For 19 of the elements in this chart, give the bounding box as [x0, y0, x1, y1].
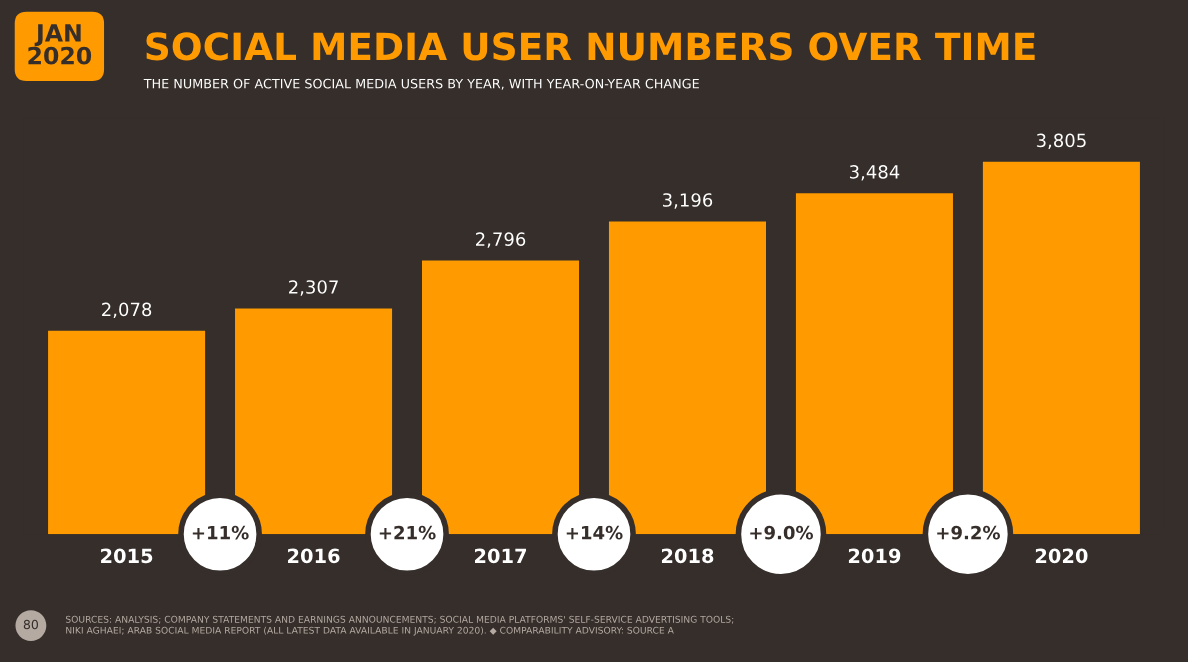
chart-title: SOCIAL MEDIA USER NUMBERS OVER TIME: [146, 32, 1035, 61]
annotation: +9.2%: [937, 525, 1000, 540]
data-label: 2,307: [289, 280, 338, 296]
x-tick-label: 2020: [1035, 548, 1088, 564]
data-label: 2,078: [102, 302, 152, 319]
x-tick-label: 2018: [661, 548, 714, 564]
x-tick-label: 2017: [475, 548, 527, 564]
x-tick-label: 2019: [848, 548, 901, 564]
data-label: 3,484: [849, 165, 900, 181]
annotation: +14%: [566, 525, 623, 540]
data-label: 3,196: [663, 193, 713, 209]
annotation: +21%: [379, 525, 436, 540]
annotation: +11%: [192, 525, 249, 540]
annotation: +9.0%: [750, 525, 813, 540]
data-label: 2,796: [476, 232, 526, 248]
data-label: 3,805: [1036, 133, 1086, 150]
text: JAN 2020: [28, 24, 92, 65]
x-tick-label: 2015: [101, 548, 153, 564]
x-tick-label: 2016: [288, 548, 340, 564]
